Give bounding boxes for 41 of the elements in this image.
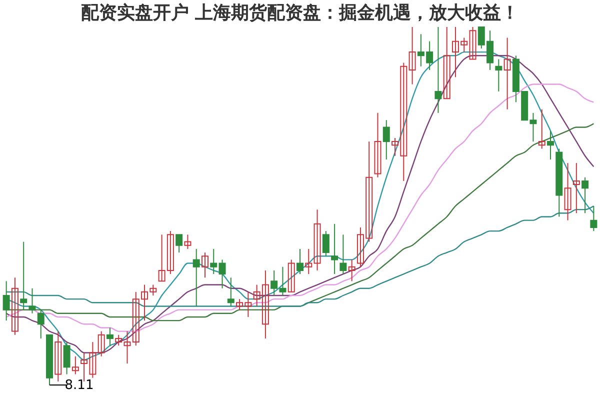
candlestick [2, 280, 10, 322]
candlestick [106, 327, 114, 346]
candlestick [590, 206, 598, 232]
candlestick [564, 162, 572, 221]
candlestick [98, 330, 105, 357]
candlestick [37, 309, 44, 339]
candlestick [348, 259, 356, 282]
candlestick [495, 58, 502, 92]
candlestick [582, 176, 589, 214]
candlestick [322, 230, 330, 257]
candlestick [210, 248, 218, 275]
candlestick [504, 37, 511, 110]
candlestick [296, 248, 304, 275]
candlestick [314, 209, 321, 271]
candlestick [28, 288, 36, 314]
candlestick [443, 26, 450, 100]
candlestick [192, 248, 200, 307]
candlestick [288, 259, 295, 292]
candlestick [72, 356, 79, 375]
candlestick [54, 330, 62, 382]
candlestick [218, 259, 226, 289]
candlestick [340, 234, 347, 275]
candlestick [176, 234, 183, 254]
candlestick [408, 26, 416, 85]
candlestick [382, 120, 390, 160]
candlestick [227, 277, 234, 307]
candlestick [11, 277, 18, 336]
candlestick [469, 26, 476, 60]
annotation: 8.11 [64, 378, 94, 393]
candlestick [184, 234, 192, 250]
candlestick [201, 252, 208, 278]
candlestick [374, 112, 382, 178]
candlestick [20, 241, 28, 310]
candlestick [434, 26, 442, 114]
candlestick [63, 342, 70, 375]
candlestick [572, 162, 580, 214]
candlestick [331, 223, 338, 275]
chart-title: 配资实盘开户 上海期货配资盘：掘金机遇，放大收益！ [80, 2, 520, 24]
candlestick [538, 108, 546, 150]
candlestick [305, 248, 312, 275]
candlestick [546, 130, 554, 160]
